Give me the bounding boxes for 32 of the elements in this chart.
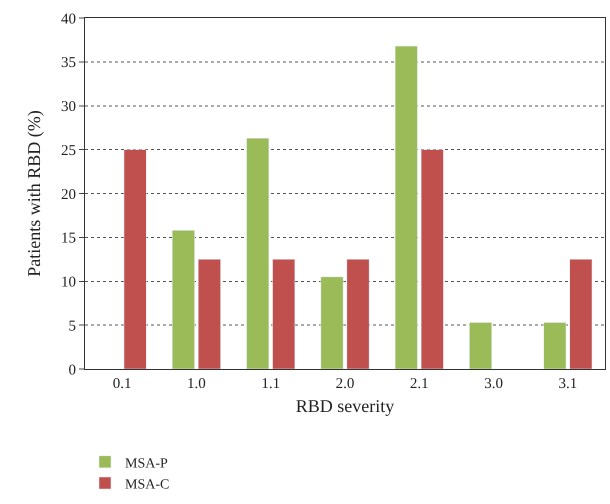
bar <box>320 276 344 369</box>
legend-label: MSA-C <box>125 477 170 492</box>
x-tick-label: 3.1 <box>558 376 578 392</box>
legend-label: MSA-P <box>125 456 168 472</box>
bar <box>172 230 195 369</box>
x-axis-title: RBD severity <box>296 396 394 416</box>
y-tick-label: 15 <box>61 230 76 247</box>
y-axis-title: Patients with RBD (%) <box>24 110 44 277</box>
bar <box>569 259 592 369</box>
bar <box>420 149 444 369</box>
y-tick-label: 35 <box>61 55 76 72</box>
y-tick-label: 30 <box>61 99 76 115</box>
bar <box>272 259 296 369</box>
bar <box>543 322 566 369</box>
bar <box>469 322 492 369</box>
y-tick-label: 5 <box>68 318 76 334</box>
bar <box>246 138 270 369</box>
x-tick-label: 2.0 <box>336 376 354 392</box>
bar <box>124 149 147 369</box>
y-tick-label: 40 <box>61 11 76 28</box>
x-tick-label: 2.1 <box>410 376 429 392</box>
y-tick-label: 10 <box>61 274 76 290</box>
y-tick-label: 20 <box>61 186 76 203</box>
bar <box>394 46 418 369</box>
bar <box>198 259 221 369</box>
y-tick-label: 0 <box>68 362 76 378</box>
x-tick-label: 3.0 <box>484 376 503 392</box>
bar <box>346 259 370 369</box>
y-tick-label: 25 <box>61 142 76 159</box>
x-tick-label: 1.1 <box>261 376 280 392</box>
x-tick-label: 1.0 <box>187 376 206 392</box>
x-tick-label: 0.1 <box>112 376 132 392</box>
